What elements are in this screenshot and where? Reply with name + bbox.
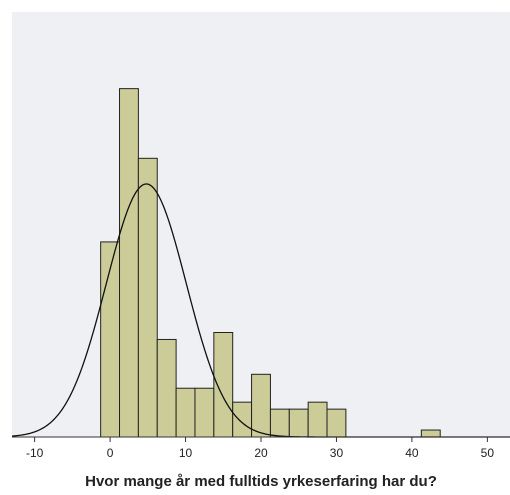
x-tick-label: 20	[254, 446, 268, 460]
x-tick-label: 50	[481, 446, 495, 460]
bar	[288, 408, 309, 438]
bar	[119, 88, 139, 438]
x-tick-label: -10	[26, 446, 44, 460]
x-tick-label: 10	[179, 446, 193, 460]
bar	[175, 387, 196, 438]
bar	[251, 373, 271, 438]
bar	[269, 408, 290, 438]
bar	[326, 408, 347, 438]
x-axis-title: Hvor mange år med fulltids yrkeserfaring…	[85, 473, 437, 490]
bar	[232, 401, 253, 438]
x-tick-label: 30	[330, 446, 344, 460]
plot-background	[12, 12, 510, 437]
x-tick-label: 40	[405, 446, 419, 460]
bar	[156, 338, 177, 438]
bar	[194, 387, 215, 438]
bar	[420, 429, 441, 438]
bar	[137, 157, 158, 438]
bar	[307, 401, 328, 438]
x-tick-label: 0	[107, 446, 114, 460]
